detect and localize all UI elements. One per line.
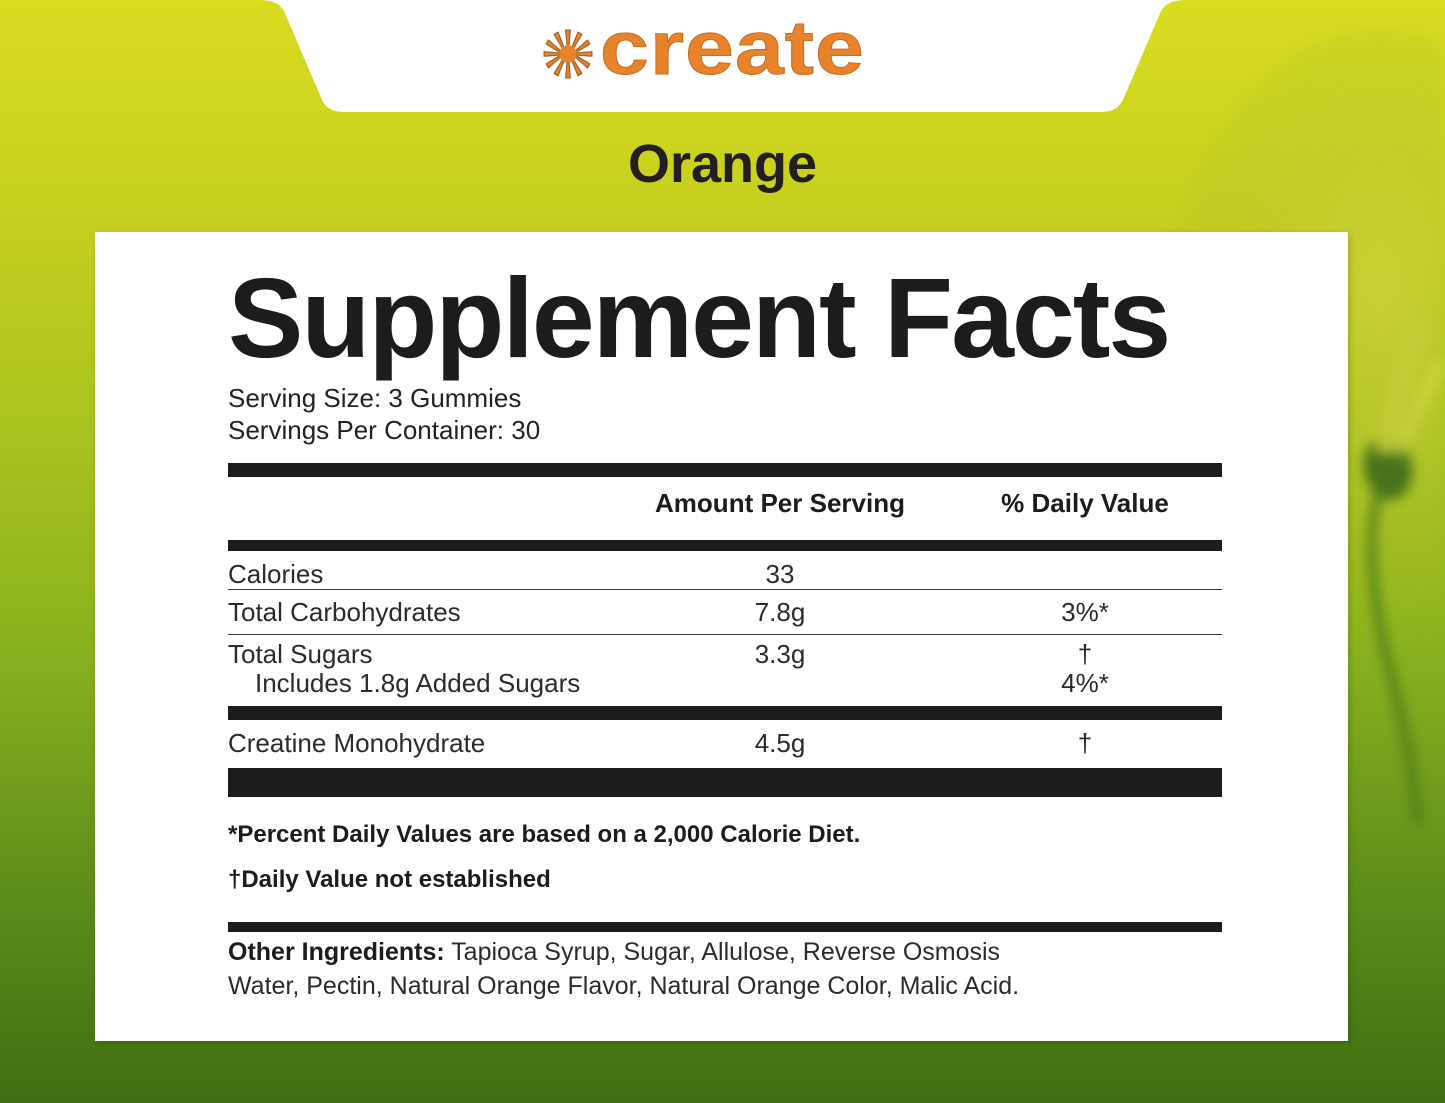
svg-text:create: create [600, 14, 865, 91]
